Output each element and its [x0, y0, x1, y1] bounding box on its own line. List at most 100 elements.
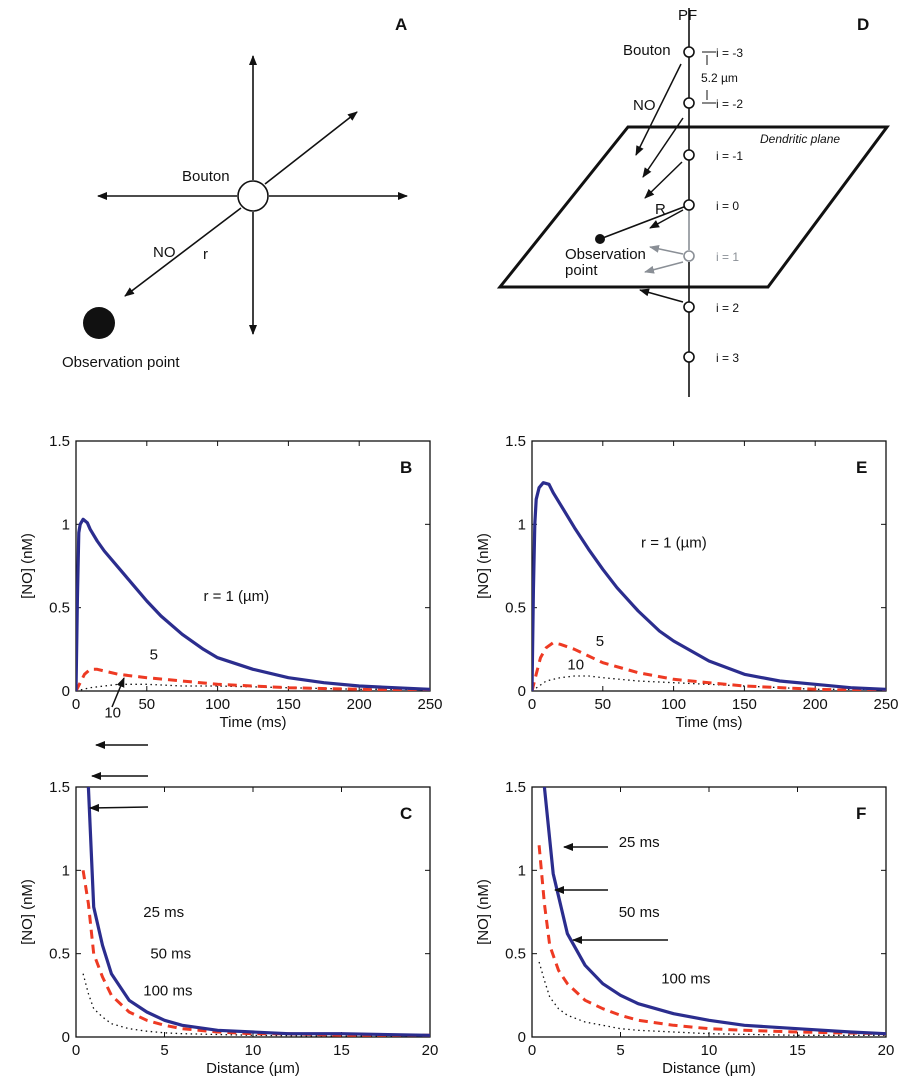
label-r-a: r	[203, 246, 208, 263]
no-arrow-6-gray	[644, 261, 684, 274]
y-tick-label: 1.5	[49, 433, 70, 450]
x-tick-label: 50	[594, 696, 611, 713]
no-arrow-5-gray	[649, 244, 684, 255]
y-tick-label: 0.5	[49, 946, 70, 963]
series-line-2	[81, 870, 430, 1037]
y-tick-label: 0	[518, 683, 526, 700]
label-observation-d2: point	[565, 262, 598, 279]
x-tick-label: 20	[422, 1042, 439, 1059]
y-axis-label: [NO] (nM)	[475, 533, 492, 599]
y-tick-label: 1	[518, 862, 526, 879]
panel-letter-c: C	[400, 804, 412, 823]
x-tick-label: 100	[661, 696, 686, 713]
index-i-neg2: i = -2	[716, 97, 743, 111]
label-r-d: R	[655, 201, 666, 218]
x-tick-label: 15	[789, 1042, 806, 1059]
x-tick-label: 10	[245, 1042, 262, 1059]
x-axis-label: Time (ms)	[220, 714, 287, 731]
index-i-2: i = 2	[716, 301, 739, 315]
x-tick-label: 15	[333, 1042, 350, 1059]
y-tick-label: 1	[62, 862, 70, 879]
panel-letter-f: F	[856, 804, 866, 823]
annotation-label: 5	[150, 646, 158, 663]
series-line-2	[76, 667, 430, 691]
annotation-label: 100 ms	[143, 982, 192, 999]
arrow-to-observation	[124, 207, 242, 297]
y-tick-label: 1.5	[505, 433, 526, 450]
x-tick-label: 150	[732, 696, 757, 713]
y-tick-label: 1.5	[49, 779, 70, 796]
label-bouton-d: Bouton	[623, 42, 671, 59]
bouton-circle	[237, 180, 269, 212]
dendritic-plane	[496, 125, 890, 289]
y-axis-label: [NO] (nM)	[19, 879, 36, 945]
x-tick-label: 0	[72, 696, 80, 713]
diagram-d: D PF Dendritic plane 5.2 µm Bouton NO R …	[496, 7, 890, 397]
panel-letter-e: E	[856, 458, 867, 477]
no-arrow-2	[642, 117, 684, 178]
series-line-1	[86, 786, 430, 1037]
chart-f: 0 5 10 15 20 0 0.5 1 1.5 Distance (µm) [NO] (nM) F 2…	[475, 779, 894, 1077]
bouton-i-0	[683, 199, 695, 211]
x-tick-label: 200	[803, 696, 828, 713]
annotation-label: 50 ms	[150, 946, 191, 963]
annotation-label: 25 ms	[619, 834, 660, 851]
panel-letter-b: B	[400, 458, 412, 477]
no-arrow-7	[639, 288, 684, 303]
x-axis-label: Time (ms)	[676, 714, 743, 731]
x-tick-label: 150	[276, 696, 301, 713]
x-tick-label: 50	[138, 696, 155, 713]
index-i-neg1: i = -1	[716, 149, 743, 163]
label-dendritic-plane: Dendritic plane	[760, 132, 840, 146]
annotation-label: 50 ms	[619, 904, 660, 921]
x-axis-label: Distance (µm)	[206, 1060, 300, 1077]
index-i-3: i = 3	[716, 351, 739, 365]
observation-point-dot	[83, 307, 115, 339]
annotation-label: r = 1 (µm)	[203, 588, 269, 605]
x-tick-label: 100	[205, 696, 230, 713]
x-tick-label: 250	[417, 696, 442, 713]
series-line-3	[538, 961, 886, 1036]
r-line	[599, 204, 690, 240]
annotation-label: r = 1 (µm)	[641, 535, 707, 552]
x-tick-label: 5	[616, 1042, 624, 1059]
panel-letter-a: A	[395, 15, 407, 34]
x-tick-label: 200	[347, 696, 372, 713]
series-line-2	[532, 641, 886, 691]
y-tick-label: 0	[62, 683, 70, 700]
bouton-i-2	[683, 301, 695, 313]
label-no-d: NO	[633, 97, 656, 114]
y-axis-label: [NO] (nM)	[19, 533, 36, 599]
index-i-0: i = 0	[716, 199, 739, 213]
series-line-3	[532, 675, 886, 691]
plot-frame	[531, 440, 887, 692]
index-i-neg3: i = -3	[716, 46, 743, 60]
y-tick-label: 1	[518, 516, 526, 533]
y-tick-label: 1	[62, 516, 70, 533]
x-tick-label: 20	[878, 1042, 895, 1059]
x-tick-label: 0	[528, 696, 536, 713]
label-pf: PF	[678, 7, 697, 24]
bouton-i-neg3	[683, 46, 695, 58]
x-tick-label: 10	[701, 1042, 718, 1059]
y-tick-label: 0.5	[505, 946, 526, 963]
series-line-1	[542, 786, 886, 1036]
bouton-i-neg2	[683, 97, 695, 109]
plot-frame	[75, 440, 431, 692]
annotation-label: 10	[104, 705, 121, 722]
bouton-i-1	[683, 250, 695, 262]
no-arrow-3	[644, 161, 683, 199]
label-no-a: NO	[153, 244, 176, 261]
arrow-upper-right	[264, 111, 358, 185]
index-i-1: i = 1	[716, 250, 739, 264]
panel-letter-d: D	[857, 15, 869, 34]
label-observation-d: Observation	[565, 246, 646, 263]
bouton-i-3	[683, 351, 695, 363]
y-tick-label: 0.5	[505, 600, 526, 617]
label-observation-a: Observation point	[62, 354, 180, 371]
x-tick-label: 5	[160, 1042, 168, 1059]
bouton-i-neg1	[683, 149, 695, 161]
x-tick-label: 250	[873, 696, 898, 713]
x-axis-label: Distance (µm)	[662, 1060, 756, 1077]
